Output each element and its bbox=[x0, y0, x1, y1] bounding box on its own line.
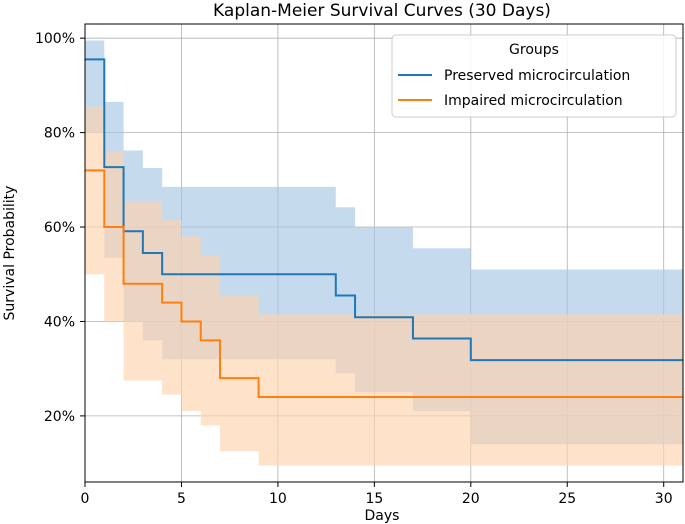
y-axis-label: Survival Probability bbox=[2, 186, 18, 321]
x-tick-label: 0 bbox=[81, 491, 90, 507]
legend-box bbox=[391, 34, 677, 118]
legend-label-preserved: Preserved microcirculation bbox=[444, 68, 630, 84]
y-tick-label: 20% bbox=[44, 409, 75, 425]
legend: Groups Preserved microcirculation Impaired… bbox=[391, 34, 677, 118]
legend-label-impaired: Impaired microcirculation bbox=[444, 93, 623, 109]
x-axis-label: Days bbox=[365, 508, 400, 524]
x-tick-label: 10 bbox=[269, 491, 287, 507]
x-tick-label: 30 bbox=[655, 491, 673, 507]
x-tick-label: 20 bbox=[462, 491, 480, 507]
survival-line-impaired bbox=[85, 169, 683, 399]
survival-line-preserved bbox=[85, 58, 683, 362]
x-tick-label: 15 bbox=[365, 491, 383, 507]
plot-frame bbox=[84, 23, 684, 483]
y-tick-label: 60% bbox=[44, 220, 75, 236]
x-tick-label: 25 bbox=[558, 491, 576, 507]
confidence-band-impaired bbox=[85, 106, 683, 466]
y-tick-label: 100% bbox=[35, 31, 75, 47]
x-tick-label: 5 bbox=[177, 491, 186, 507]
chart-title: Kaplan-Meier Survival Curves (30 Days) bbox=[213, 1, 551, 21]
legend-title: Groups bbox=[509, 42, 559, 58]
y-tick-label: 80% bbox=[44, 126, 75, 142]
y-tick-label: 40% bbox=[44, 314, 75, 330]
